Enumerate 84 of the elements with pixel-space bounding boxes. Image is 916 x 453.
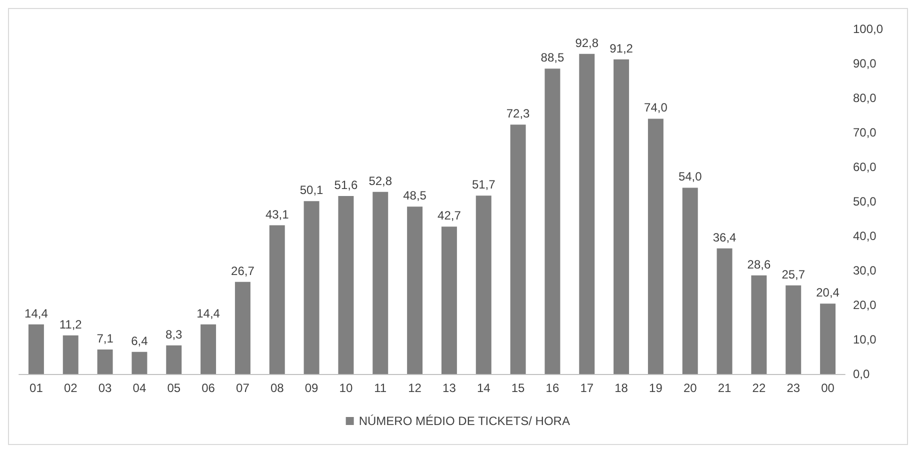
data-label: 14,4 xyxy=(196,306,220,320)
data-label: 36,4 xyxy=(712,230,737,244)
bar xyxy=(614,59,630,374)
data-label: 88,5 xyxy=(540,50,564,65)
bar xyxy=(579,54,595,374)
x-tick-label: 01 xyxy=(30,381,44,395)
y-tick-label: 90,0 xyxy=(853,56,877,70)
data-label: 26,7 xyxy=(231,264,255,278)
x-tick-label: 16 xyxy=(546,381,560,395)
x-tick-label: 06 xyxy=(202,381,216,395)
bar xyxy=(97,350,113,374)
data-label: 42,7 xyxy=(438,208,462,223)
bar xyxy=(441,226,457,374)
x-tick-label: 11 xyxy=(374,381,387,395)
x-tick-label: 04 xyxy=(132,381,146,395)
y-tick-label: 40,0 xyxy=(853,229,877,243)
x-tick-label: 13 xyxy=(442,381,456,395)
x-tick-label: 00 xyxy=(821,381,835,395)
data-label: 72,3 xyxy=(506,106,530,121)
y-tick-label: 60,0 xyxy=(853,160,877,174)
x-tick-label: 12 xyxy=(408,381,422,395)
y-tick-label: 50,0 xyxy=(853,194,877,208)
data-label: 51,6 xyxy=(334,178,358,192)
x-tick-label: 22 xyxy=(752,381,766,395)
y-tick-label: 10,0 xyxy=(853,332,877,346)
x-tick-label: 18 xyxy=(614,381,628,395)
x-tick-label: 17 xyxy=(580,381,594,395)
data-label: 8,3 xyxy=(166,327,183,342)
data-label: 50,1 xyxy=(300,183,324,198)
data-label: 74,0 xyxy=(644,100,668,115)
x-tick-label: 15 xyxy=(511,381,526,395)
y-tick-label: 80,0 xyxy=(853,91,877,105)
data-label: 20,4 xyxy=(816,286,840,300)
x-tick-label: 05 xyxy=(167,381,181,395)
y-tick-label: 0,0 xyxy=(853,367,870,381)
bar xyxy=(304,201,320,374)
bar xyxy=(269,225,285,374)
bar xyxy=(234,282,250,374)
bar xyxy=(786,285,802,374)
bar xyxy=(820,304,836,374)
x-tick-label: 02 xyxy=(64,381,78,395)
bar xyxy=(338,196,354,374)
bar xyxy=(510,124,526,374)
legend-label: NÚMERO MÉDIO DE TICKETS/ HORA xyxy=(358,414,570,428)
data-label: 43,1 xyxy=(265,207,290,222)
data-label: 14,4 xyxy=(24,306,48,320)
x-tick-label: 14 xyxy=(476,381,491,395)
y-tick-label: 70,0 xyxy=(853,126,877,140)
data-label: 54,0 xyxy=(678,170,702,184)
x-tick-label: 23 xyxy=(786,381,800,395)
x-tick-label: 03 xyxy=(98,381,112,395)
bar xyxy=(166,345,182,374)
data-label: 48,5 xyxy=(403,188,427,203)
x-tick-label: 10 xyxy=(339,381,353,395)
y-tick-label: 100,0 xyxy=(853,22,884,36)
data-label: 6,4 xyxy=(131,334,148,348)
data-label: 25,7 xyxy=(782,267,806,282)
bar xyxy=(476,196,492,374)
bar xyxy=(132,352,148,374)
bar xyxy=(62,335,78,374)
data-label: 7,1 xyxy=(96,332,114,346)
bar xyxy=(751,275,767,374)
data-label: 91,2 xyxy=(610,41,634,56)
bar xyxy=(28,324,44,374)
x-tick-label: 20 xyxy=(683,381,698,395)
y-tick-label: 30,0 xyxy=(853,264,877,278)
x-tick-label: 07 xyxy=(236,381,250,395)
x-tick-label: 21 xyxy=(718,381,732,395)
bar xyxy=(716,248,732,374)
data-label: 51,7 xyxy=(472,178,496,192)
data-label: 52,8 xyxy=(368,174,392,188)
x-tick-label: 08 xyxy=(270,381,284,395)
bar xyxy=(407,206,423,374)
x-tick-label: 09 xyxy=(304,381,319,395)
x-tick-label: 19 xyxy=(649,381,663,395)
bar xyxy=(648,118,664,374)
data-label: 92,8 xyxy=(575,36,599,50)
bar xyxy=(682,188,698,374)
data-label: 11,2 xyxy=(59,317,82,332)
bar xyxy=(200,324,216,374)
bar xyxy=(544,68,560,374)
data-label: 28,6 xyxy=(747,257,771,272)
bar xyxy=(372,192,388,374)
y-tick-label: 20,0 xyxy=(853,298,877,312)
